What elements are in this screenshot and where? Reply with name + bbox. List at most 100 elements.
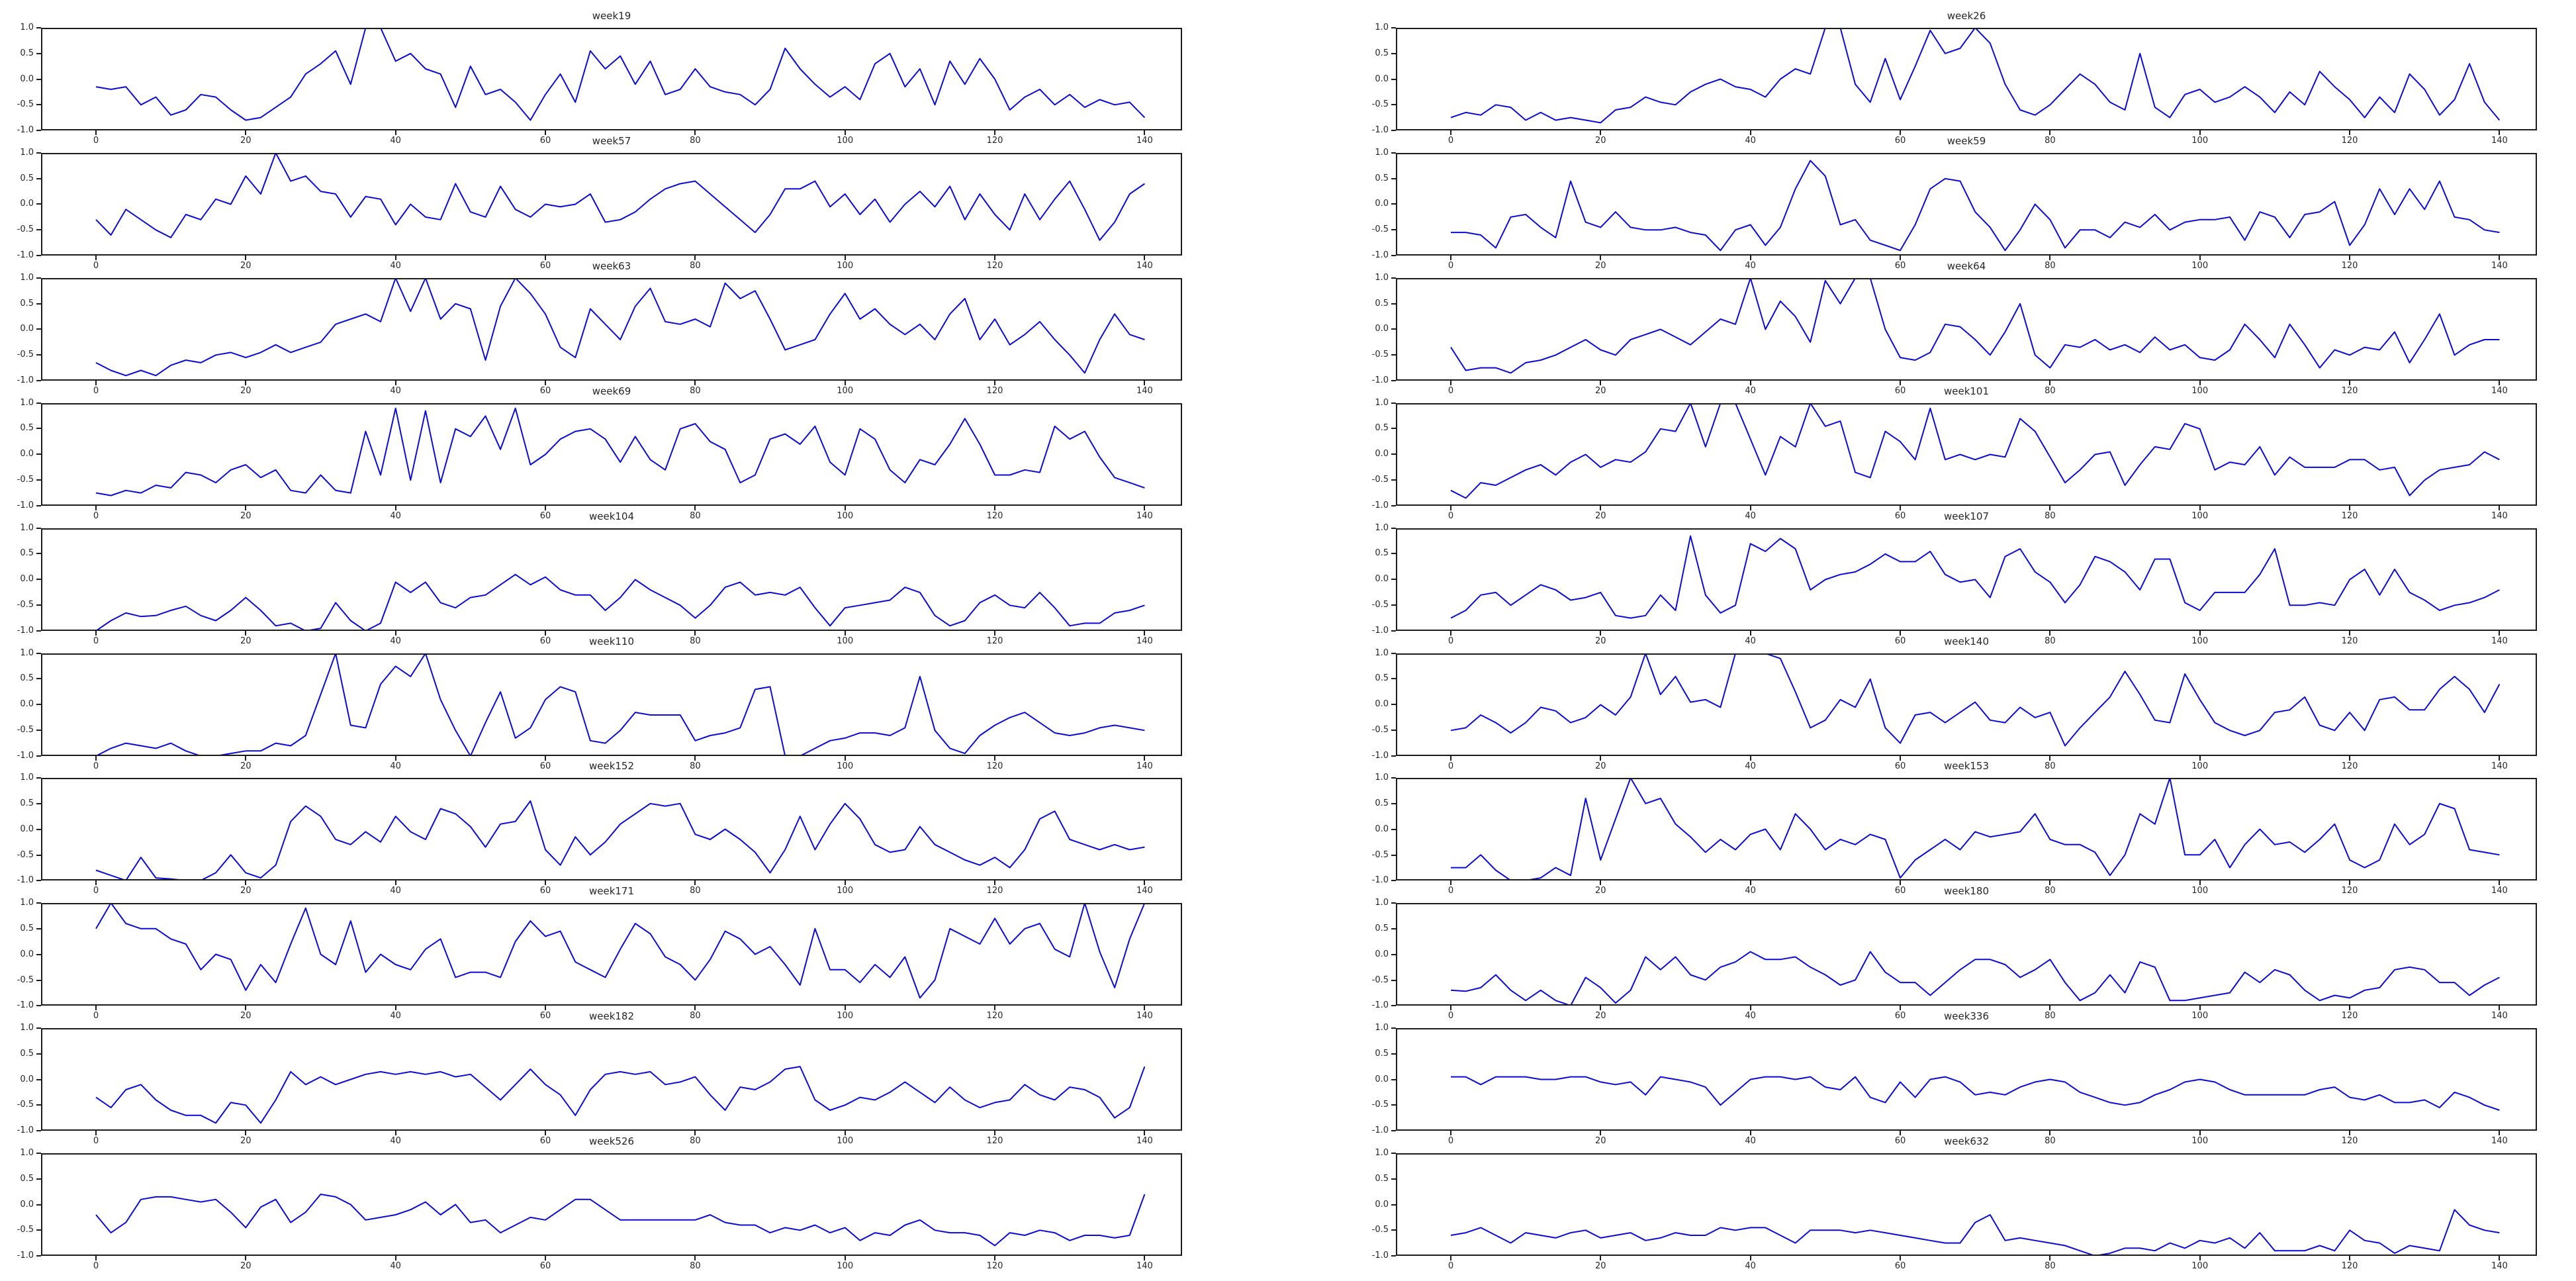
y-tick-mark bbox=[1391, 828, 1396, 830]
line-series bbox=[1451, 779, 2500, 880]
chart-title: week104 bbox=[588, 510, 635, 522]
line-series bbox=[1450, 29, 2501, 124]
y-tick-mark bbox=[1391, 1130, 1396, 1132]
y-tick-label: -0.5 bbox=[1371, 474, 1389, 485]
x-tick-mark bbox=[95, 255, 97, 260]
x-tick-label: 120 bbox=[986, 636, 1003, 646]
x-tick-mark bbox=[545, 630, 546, 636]
x-tick-label: 80 bbox=[690, 136, 701, 146]
x-tick-mark bbox=[1900, 755, 1901, 761]
x-tick-mark bbox=[545, 755, 546, 761]
chart-title: week182 bbox=[588, 1010, 635, 1023]
x-tick-label: 100 bbox=[2191, 510, 2209, 521]
x-tick-mark bbox=[2499, 380, 2501, 385]
x-tick-mark bbox=[1900, 255, 1901, 260]
y-tick-mark bbox=[1391, 880, 1396, 882]
x-tick-mark bbox=[1749, 255, 1751, 260]
x-tick-label: 100 bbox=[2191, 1011, 2209, 1021]
plot-area bbox=[1396, 28, 2537, 130]
y-tick-label: 0.0 bbox=[20, 1074, 34, 1084]
x-tick-mark bbox=[394, 1131, 396, 1136]
x-tick-label: 120 bbox=[2341, 136, 2358, 146]
y-tick-mark bbox=[1391, 402, 1396, 404]
y-tick-mark bbox=[1391, 177, 1396, 179]
y-tick-label: -0.5 bbox=[1371, 599, 1389, 610]
x-tick-label: 20 bbox=[1595, 1136, 1606, 1147]
x-tick-mark bbox=[694, 880, 696, 886]
y-tick-mark bbox=[36, 777, 41, 779]
y-tick-mark bbox=[36, 604, 41, 606]
x-tick-mark bbox=[2349, 505, 2351, 510]
plot-area bbox=[41, 28, 1182, 130]
chart-title: week63 bbox=[592, 260, 631, 272]
x-tick-label: 0 bbox=[1448, 260, 1454, 271]
y-tick-mark bbox=[36, 755, 41, 757]
x-tick-mark bbox=[545, 380, 546, 385]
y-tick-label: -1.0 bbox=[1371, 1125, 1389, 1136]
x-tick-label: 60 bbox=[1894, 1136, 1906, 1147]
y-tick-label: 0.5 bbox=[1375, 48, 1389, 58]
x-tick-mark bbox=[2049, 130, 2051, 135]
y-tick-mark bbox=[1391, 303, 1396, 305]
x-tick-label: 60 bbox=[1894, 136, 1906, 146]
y-tick-label: 1.0 bbox=[20, 773, 34, 783]
y-tick-label: -1.0 bbox=[17, 375, 34, 385]
x-tick-label: 0 bbox=[93, 761, 99, 771]
y-tick-label: 1.0 bbox=[1375, 522, 1389, 533]
y-tick-mark bbox=[1391, 854, 1396, 856]
x-tick-mark bbox=[394, 505, 396, 510]
x-tick-mark bbox=[1449, 1131, 1451, 1136]
x-tick-label: 60 bbox=[539, 385, 551, 396]
y-tick-mark bbox=[1391, 229, 1396, 231]
x-tick-mark bbox=[2349, 1256, 2351, 1261]
x-tick-mark bbox=[694, 255, 696, 260]
x-tick-label: 40 bbox=[1745, 636, 1756, 646]
y-tick-mark bbox=[1391, 130, 1396, 131]
x-tick-mark bbox=[1749, 1256, 1751, 1261]
x-tick-label: 100 bbox=[837, 136, 854, 146]
x-tick-mark bbox=[2349, 380, 2351, 385]
chart-title: week57 bbox=[592, 134, 631, 147]
y-tick-label: 1.0 bbox=[1375, 898, 1389, 908]
x-tick-mark bbox=[2199, 130, 2201, 135]
x-tick-mark bbox=[1449, 380, 1451, 385]
x-tick-mark bbox=[245, 1006, 247, 1011]
x-tick-label: 20 bbox=[240, 510, 252, 521]
x-tick-label: 80 bbox=[2045, 636, 2056, 646]
line-series bbox=[1450, 535, 2500, 619]
x-tick-mark bbox=[1144, 1131, 1146, 1136]
x-tick-label: 20 bbox=[240, 260, 252, 271]
x-tick-label: 40 bbox=[1745, 385, 1756, 396]
x-tick-mark bbox=[245, 1131, 247, 1136]
line-series bbox=[95, 407, 1145, 497]
x-tick-label: 0 bbox=[1448, 1261, 1454, 1272]
x-tick-label: 100 bbox=[2191, 1261, 2209, 1272]
y-tick-label: 0.0 bbox=[20, 324, 34, 334]
y-tick-label: -1.0 bbox=[1371, 500, 1389, 510]
y-tick-mark bbox=[1391, 504, 1396, 506]
y-tick-label: 0.0 bbox=[20, 574, 34, 585]
x-tick-mark bbox=[1144, 130, 1146, 135]
chart-title: week153 bbox=[1943, 760, 1990, 773]
line-series bbox=[97, 654, 1145, 755]
x-tick-label: 60 bbox=[1894, 1261, 1906, 1272]
x-tick-mark bbox=[994, 130, 996, 135]
x-tick-mark bbox=[694, 1256, 696, 1261]
x-tick-mark bbox=[545, 130, 546, 135]
x-tick-label: 80 bbox=[2045, 385, 2056, 396]
x-tick-label: 60 bbox=[539, 510, 551, 521]
x-tick-label: 60 bbox=[1894, 385, 1906, 396]
x-tick-mark bbox=[2199, 505, 2201, 510]
y-tick-label: 0.5 bbox=[1375, 673, 1389, 684]
line-series bbox=[95, 279, 1145, 377]
y-tick-mark bbox=[1391, 453, 1396, 455]
x-tick-label: 120 bbox=[2341, 636, 2358, 646]
y-tick-label: 0.5 bbox=[1375, 1173, 1389, 1184]
plot-area bbox=[41, 152, 1182, 256]
y-tick-label: 0.5 bbox=[20, 48, 34, 58]
x-tick-label: 40 bbox=[390, 510, 401, 521]
y-tick-label: 0.0 bbox=[1375, 699, 1389, 709]
y-tick-label: -0.5 bbox=[1371, 974, 1389, 985]
y-tick-label: 0.0 bbox=[1375, 1199, 1389, 1210]
y-tick-mark bbox=[36, 1255, 41, 1257]
